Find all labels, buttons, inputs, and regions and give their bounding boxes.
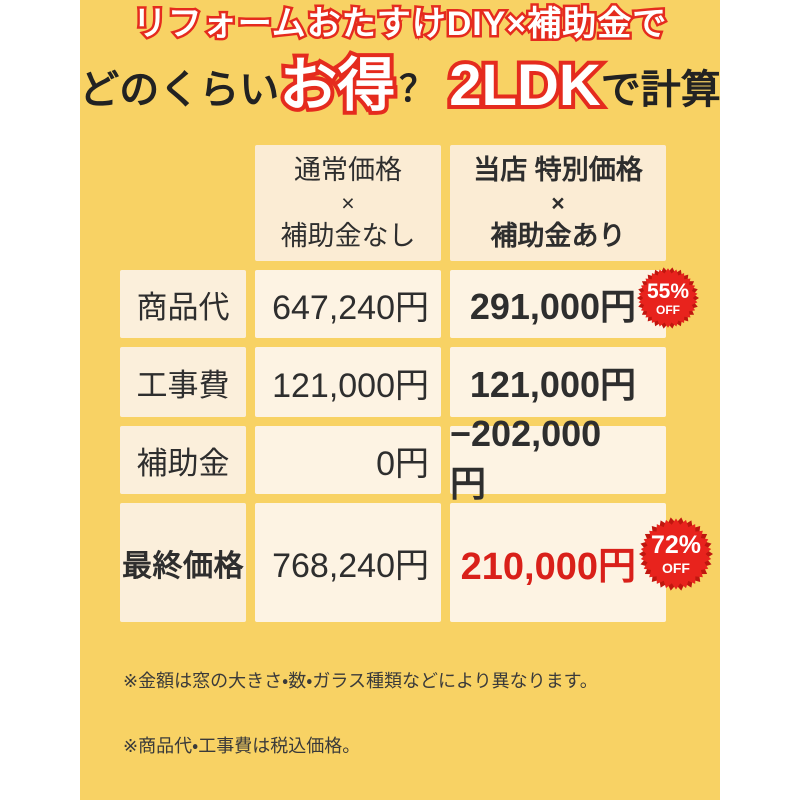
row-label-construction-cost: 工事費	[120, 347, 246, 417]
header-special-line1: 当店 特別価格	[473, 155, 643, 185]
title-prefix: どのくらい	[79, 68, 280, 112]
multiply-sign: ×	[551, 190, 565, 216]
title-highlight-otoku: お得	[275, 53, 399, 119]
discount-badge-55-off: 55% OFF	[637, 267, 699, 329]
title-line2: どのくらい お得 ？ 2LDK で計算	[79, 48, 721, 124]
badge-off-label: OFF	[661, 560, 690, 576]
header-normal-line1: 通常価格	[294, 155, 402, 185]
badge-55-text: 55% OFF	[647, 281, 689, 316]
price-comparison-table: 通常価格 × 補助金なし 当店 特別価格 × 補助金あり 商品代 647,240…	[120, 145, 713, 622]
badge-percent: 72%	[650, 531, 702, 559]
header-normal-price: 通常価格 × 補助金なし	[255, 145, 441, 261]
starburst-icon	[639, 517, 713, 591]
discount-badge-72-off: 72% OFF	[639, 517, 713, 591]
header-empty-cell	[120, 145, 246, 261]
row-label-final-price: 最終価格	[120, 503, 246, 622]
value-product-normal: 647,240円	[255, 270, 441, 338]
value-subsidy-special: −202,000円	[450, 413, 666, 504]
value-subsidy-normal: 0円	[255, 426, 441, 494]
footnote-line: ※金額は窓の大きさ・数・ガラス種類などにより異なります。	[123, 671, 598, 691]
value-product-special: 291,000円	[450, 270, 666, 338]
title-line1: リフォームおたすけDIY×補助金で	[130, 3, 669, 46]
header-special-line3: 補助金あり	[490, 221, 626, 251]
title-block: リフォームおたすけDIY×補助金で どのくらい お得 ？ 2LDK で計算	[79, 0, 721, 119]
badge-72-text: 72% OFF	[650, 531, 702, 576]
header-normal-line3: 補助金なし	[280, 221, 416, 251]
badge-percent: 55%	[646, 279, 690, 303]
value-final-special: 210,000円	[450, 503, 666, 622]
multiply-sign: ×	[341, 190, 355, 216]
badge-off-label: OFF	[656, 302, 680, 317]
title-suffix: で計算	[600, 68, 721, 112]
row-label-subsidy: 補助金	[120, 426, 246, 494]
starburst-icon	[637, 267, 699, 329]
row-label-product-cost: 商品代	[120, 270, 246, 338]
value-construction-special: 121,000円	[450, 347, 666, 417]
header-special-price: 当店 特別価格 × 補助金あり	[450, 145, 666, 261]
footnote-line: ※商品代・工事費は税込価格。	[123, 735, 361, 756]
footnotes: ※金額は窓の大きさ・数・ガラス種類などにより異なります。 ※商品代・工事費は税込…	[123, 628, 598, 800]
yellow-panel: リフォームおたすけDIY×補助金で どのくらい お得 ？ 2LDK で計算 通常…	[79, 0, 721, 800]
title-highlight-2ldk: 2LDK	[445, 53, 604, 119]
title-question-mark: ？	[399, 68, 436, 109]
value-construction-normal: 121,000円	[255, 347, 441, 417]
value-final-normal: 768,240円	[255, 503, 441, 622]
